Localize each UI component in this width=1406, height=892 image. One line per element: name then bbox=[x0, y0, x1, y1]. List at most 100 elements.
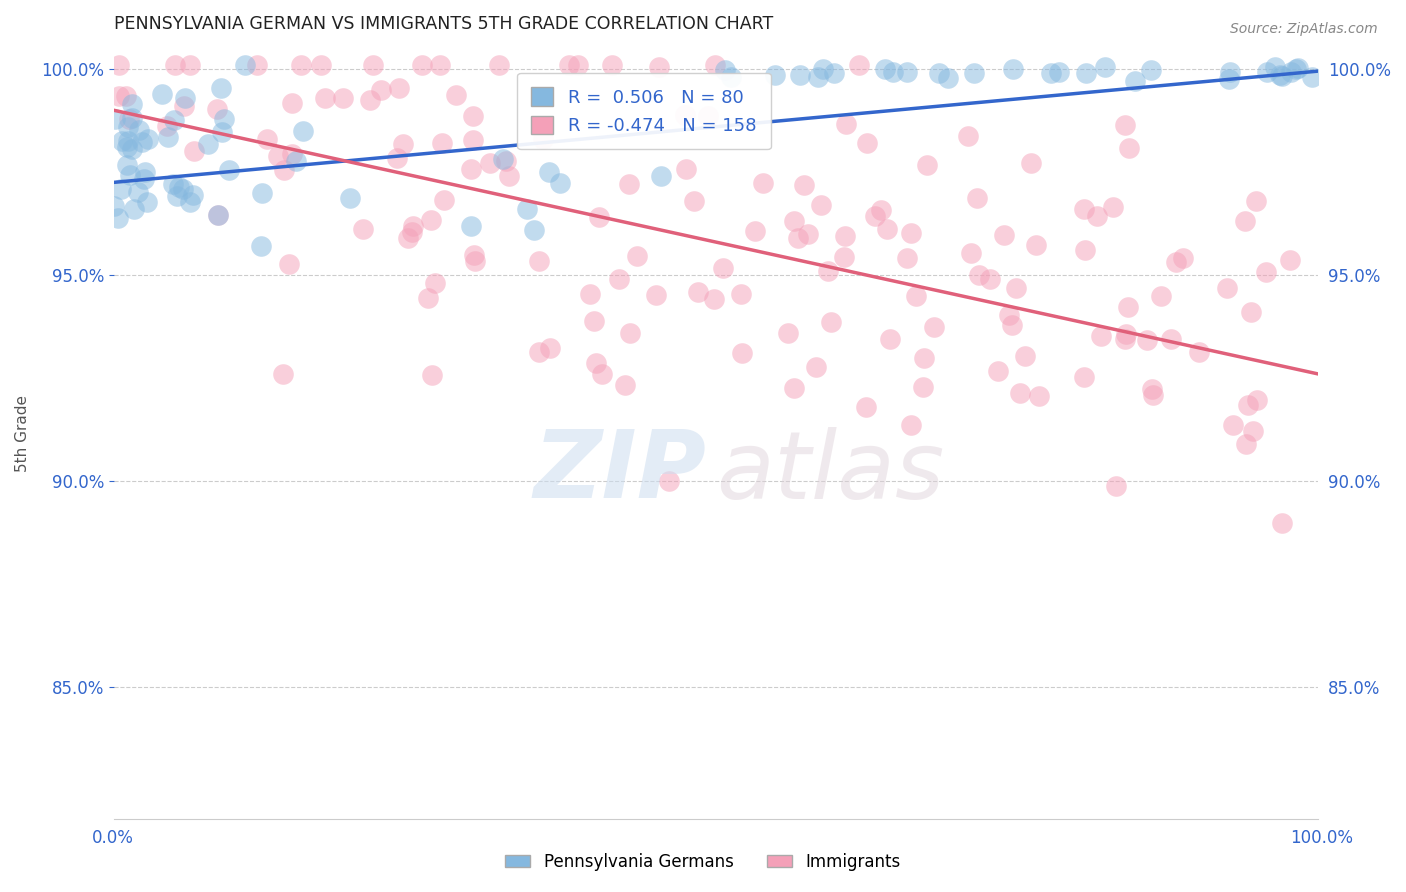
Point bbox=[752, 176, 775, 190]
Point bbox=[1222, 417, 1244, 432]
Point bbox=[1278, 253, 1301, 268]
Point bbox=[1164, 255, 1187, 269]
Point bbox=[529, 254, 551, 268]
Point bbox=[1233, 214, 1256, 228]
Point bbox=[619, 326, 641, 341]
Point bbox=[848, 58, 870, 72]
Point bbox=[1010, 385, 1032, 400]
Point bbox=[966, 191, 988, 205]
Point bbox=[401, 226, 423, 240]
Point bbox=[121, 142, 143, 156]
Point bbox=[1244, 194, 1267, 208]
Point bbox=[957, 129, 980, 144]
Point bbox=[648, 60, 671, 74]
Point bbox=[1237, 398, 1260, 412]
Point bbox=[998, 308, 1021, 322]
Point bbox=[172, 182, 194, 196]
Point bbox=[463, 133, 485, 147]
Point bbox=[460, 161, 482, 176]
Point bbox=[675, 161, 697, 176]
Point bbox=[420, 213, 443, 227]
Point bbox=[1136, 333, 1159, 347]
Point bbox=[115, 88, 138, 103]
Point bbox=[1246, 393, 1268, 408]
Point bbox=[1118, 300, 1140, 314]
Point bbox=[591, 367, 613, 381]
Point bbox=[214, 112, 236, 127]
Point bbox=[218, 162, 240, 177]
Point bbox=[1073, 243, 1095, 257]
Point bbox=[711, 261, 734, 276]
Point bbox=[402, 219, 425, 233]
Point bbox=[896, 65, 918, 79]
Point bbox=[1241, 424, 1264, 438]
Point bbox=[870, 203, 893, 218]
Point bbox=[703, 292, 725, 306]
Point bbox=[614, 378, 637, 392]
Point bbox=[876, 222, 898, 236]
Point bbox=[963, 66, 986, 80]
Point bbox=[429, 58, 451, 72]
Point bbox=[463, 109, 485, 123]
Point bbox=[246, 58, 269, 72]
Point bbox=[896, 251, 918, 265]
Point bbox=[197, 136, 219, 151]
Point bbox=[538, 165, 561, 179]
Point bbox=[523, 222, 546, 236]
Point bbox=[332, 91, 354, 105]
Text: Source: ZipAtlas.com: Source: ZipAtlas.com bbox=[1230, 22, 1378, 37]
Point bbox=[531, 132, 554, 146]
Point bbox=[714, 62, 737, 77]
Point bbox=[278, 257, 301, 271]
Point bbox=[118, 112, 141, 126]
Point bbox=[602, 58, 624, 72]
Text: atlas: atlas bbox=[716, 426, 945, 517]
Point bbox=[1114, 332, 1136, 346]
Point bbox=[183, 188, 205, 202]
Point bbox=[804, 360, 827, 375]
Point bbox=[704, 58, 727, 72]
Point bbox=[993, 227, 1015, 242]
Point bbox=[1047, 64, 1070, 78]
Point bbox=[391, 136, 413, 151]
Point bbox=[183, 144, 205, 158]
Point bbox=[121, 111, 143, 125]
Point bbox=[108, 89, 131, 103]
Point bbox=[1150, 289, 1173, 303]
Point bbox=[1271, 69, 1294, 83]
Point bbox=[121, 97, 143, 112]
Point bbox=[1264, 60, 1286, 74]
Point bbox=[675, 108, 697, 122]
Point bbox=[174, 90, 197, 104]
Point bbox=[832, 250, 855, 264]
Point bbox=[823, 66, 845, 80]
Point bbox=[290, 58, 312, 72]
Text: PENNSYLVANIA GERMAN VS IMMIGRANTS 5TH GRADE CORRELATION CHART: PENNSYLVANIA GERMAN VS IMMIGRANTS 5TH GR… bbox=[114, 15, 773, 33]
Point bbox=[626, 249, 648, 263]
Point bbox=[810, 198, 832, 212]
Point bbox=[811, 62, 834, 77]
Point bbox=[250, 186, 273, 201]
Point bbox=[730, 286, 752, 301]
Point bbox=[1142, 388, 1164, 402]
Point bbox=[280, 147, 302, 161]
Point bbox=[1301, 70, 1323, 84]
Point bbox=[1019, 155, 1042, 169]
Point bbox=[134, 172, 156, 186]
Point bbox=[1090, 328, 1112, 343]
Point bbox=[460, 219, 482, 234]
Point bbox=[1140, 62, 1163, 77]
Point bbox=[117, 134, 139, 148]
Point bbox=[418, 292, 440, 306]
Point bbox=[156, 130, 179, 145]
Point bbox=[1001, 62, 1024, 76]
Point bbox=[273, 162, 295, 177]
Point bbox=[1171, 251, 1194, 265]
Point bbox=[558, 58, 581, 72]
Point bbox=[309, 58, 332, 72]
Point bbox=[1085, 209, 1108, 223]
Point bbox=[1014, 349, 1036, 363]
Point bbox=[1073, 202, 1095, 216]
Point bbox=[1234, 437, 1257, 451]
Point bbox=[128, 123, 150, 137]
